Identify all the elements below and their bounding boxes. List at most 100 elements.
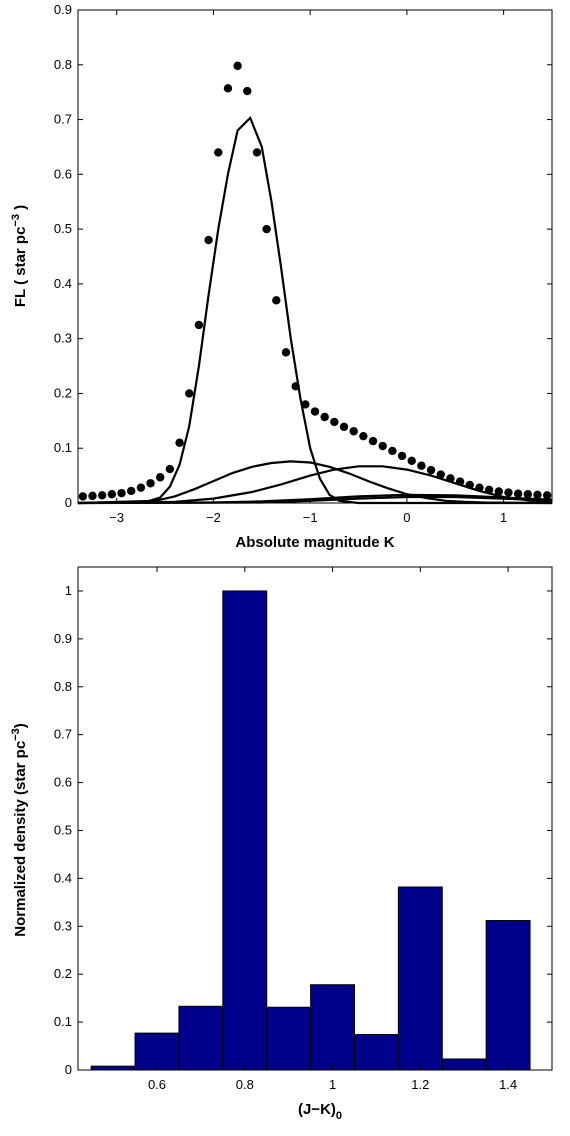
top-y-axis-label-exponent: −3: [10, 214, 22, 227]
histogram-bar: [134, 1032, 180, 1071]
model-curve-3: [77, 465, 553, 505]
top-x-tick-label: −1: [303, 510, 318, 525]
observed-data-point: [349, 427, 358, 436]
histogram-bar: [222, 590, 268, 1071]
top-x-tick-label: 1: [500, 510, 507, 525]
bottom-x-tick-label: 1.4: [499, 1077, 517, 1092]
bottom-y-tick-label: 0.4: [54, 870, 72, 885]
observed-data-point: [281, 348, 291, 357]
top-x-axis-label: Absolute magnitude K: [235, 534, 394, 551]
histogram-bar: [441, 1058, 487, 1071]
observed-data-point: [436, 470, 445, 479]
top-y-tick-label: 0.3: [54, 331, 72, 346]
bottom-y-tick-label: 0.5: [54, 822, 72, 837]
bottom-y-axis-label: Normalized density (star pc−3): [10, 723, 29, 936]
top-y-tick-label: 0.2: [54, 385, 72, 400]
top-y-tick-label: 0.5: [54, 221, 72, 236]
histogram-bar: [178, 1005, 224, 1071]
observed-data-point: [136, 483, 146, 492]
bottom-y-tick-label: 0: [65, 1062, 72, 1077]
top-y-tick-label: 0.8: [54, 57, 72, 72]
histogram-bar: [90, 1065, 136, 1071]
color-histogram-chart: 0.6 0.8 1 1.2 1.4 0 0.1 0.2 0.3 0.4 0.5 0.6 0.7 0.8 0.…: [10, 566, 553, 1122]
histogram-bar: [485, 920, 531, 1071]
observed-data-point: [146, 479, 155, 488]
observed-data-point: [223, 84, 233, 93]
bottom-x-axis-label: (J−K)0: [298, 1101, 342, 1122]
bottom-plot-frame: [77, 566, 553, 1071]
histogram-bar: [354, 1034, 399, 1071]
observed-data-point: [175, 438, 184, 447]
observed-data-point: [127, 486, 136, 496]
bottom-x-tick-label: 0.8: [236, 1077, 254, 1092]
bottom-y-tick-label: 1: [65, 583, 72, 598]
bottom-x-tick-label: 1.2: [411, 1077, 429, 1092]
observed-data-point: [417, 461, 426, 470]
observed-data-point: [542, 491, 552, 500]
top-y-tick-label: 0.4: [54, 276, 72, 291]
histogram-bar: [397, 886, 443, 1071]
histogram-bar: [310, 984, 356, 1071]
observed-data-point: [330, 417, 339, 427]
model-curve-1: [77, 115, 552, 505]
observed-data-point: [243, 86, 252, 96]
bottom-y-tick-label: 0.2: [54, 966, 72, 981]
observed-data-point: [88, 491, 97, 501]
observed-data-point: [194, 320, 204, 330]
observed-data-point: [494, 487, 503, 496]
bottom-y-tick-label: 0.1: [54, 1014, 72, 1029]
bottom-y-axis-label-exponent: −3: [10, 728, 22, 741]
bottom-y-tick-label: 0.8: [54, 679, 72, 694]
top-x-tick-label: −3: [109, 510, 124, 525]
bottom-x-tick-label: 0.6: [148, 1077, 166, 1092]
observed-data-point: [397, 451, 407, 461]
observed-data-point: [523, 490, 533, 499]
observed-data-point: [97, 491, 107, 500]
observed-data-point: [117, 488, 126, 498]
top-y-axis-label: FL ( star pc−3 ): [10, 205, 29, 307]
model-curve-2: [77, 460, 553, 505]
top-y-tick-label: 0.6: [54, 166, 72, 181]
observed-data-point: [426, 465, 436, 475]
top-plot-frame: [77, 9, 553, 504]
observed-data-point: [233, 61, 242, 71]
observed-data-point: [107, 490, 117, 499]
observed-data-point: [301, 400, 310, 409]
observed-data-point: [378, 441, 387, 451]
observed-data-point: [204, 235, 213, 245]
top-y-tick-label: 0: [65, 495, 72, 510]
top-y-tick-label: 0.7: [54, 112, 72, 127]
observed-data-point: [339, 422, 349, 432]
observed-data-point: [533, 490, 542, 499]
observed-data-point: [504, 488, 513, 497]
observed-data-point: [320, 412, 329, 422]
observed-data-point: [185, 389, 194, 398]
bottom-y-tick-label: 0.3: [54, 918, 72, 933]
model-curve-5: [77, 495, 553, 505]
observed-data-point: [156, 473, 165, 482]
observed-data-point: [407, 456, 416, 466]
observed-data-point: [262, 224, 271, 234]
observed-data-point: [165, 464, 175, 474]
observed-data-point: [359, 431, 368, 441]
bottom-y-tick-label: 0.7: [54, 727, 72, 742]
luminosity-function-chart: −3 −2 −1 0 1 0 0.1 0.2 0.3 0.4 0.5 0.6 0.7 0.8 0.9 Abs…: [10, 2, 553, 551]
observed-data-point: [272, 296, 281, 305]
bottom-x-tick-label: 1: [329, 1077, 336, 1092]
bottom-x-axis-label-subscript: 0: [336, 1110, 342, 1122]
observed-data-point: [252, 148, 262, 157]
top-y-tick-label: 0.1: [54, 440, 72, 455]
top-y-tick-label: 0.9: [54, 2, 72, 17]
observed-data-point: [78, 492, 88, 501]
observed-data-point: [388, 446, 397, 456]
observed-data-point: [310, 407, 320, 416]
bottom-y-tick-label: 0.9: [54, 631, 72, 646]
observed-data-point: [368, 436, 378, 446]
observed-data-point: [513, 489, 523, 498]
bottom-y-tick-label: 0.6: [54, 775, 72, 790]
observed-data-point: [214, 148, 223, 157]
top-x-tick-label: 0: [403, 510, 410, 525]
histogram-bar: [266, 1006, 312, 1071]
top-x-tick-label: −2: [206, 510, 221, 525]
